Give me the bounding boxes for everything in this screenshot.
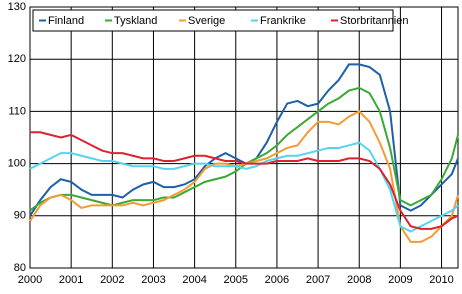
legend-box xyxy=(32,9,394,32)
y-tick-label: 90 xyxy=(14,210,26,222)
x-tick-label: 2006 xyxy=(265,274,289,286)
y-tick-label: 130 xyxy=(8,1,26,13)
x-tick-label: 2005 xyxy=(224,274,248,286)
series-line xyxy=(30,131,459,230)
y-tick-label: 100 xyxy=(8,158,26,170)
legend-label: Tyskland xyxy=(114,15,157,27)
x-tick-label: 2003 xyxy=(141,274,165,286)
x-tick-label: 2009 xyxy=(388,274,412,286)
legend-label: Frankrike xyxy=(260,15,306,27)
y-tick-label: 120 xyxy=(8,53,26,65)
x-tick-label: 2007 xyxy=(306,274,330,286)
x-tick-label: 2010 xyxy=(429,274,453,286)
series-line xyxy=(29,110,459,243)
x-tick-label: 2002 xyxy=(100,274,124,286)
x-tick-label: 2001 xyxy=(59,274,83,286)
y-tick-label: 110 xyxy=(8,105,26,117)
x-tick-label: 2000 xyxy=(18,274,42,286)
x-tick-label: 2008 xyxy=(347,274,371,286)
legend-label: Finland xyxy=(48,15,84,27)
legend-label: Storbritannien xyxy=(340,15,409,27)
legend-label: Sverige xyxy=(188,15,225,27)
x-tick-label: 2004 xyxy=(182,274,206,286)
y-tick-label: 80 xyxy=(14,262,26,274)
series-line xyxy=(29,141,459,233)
